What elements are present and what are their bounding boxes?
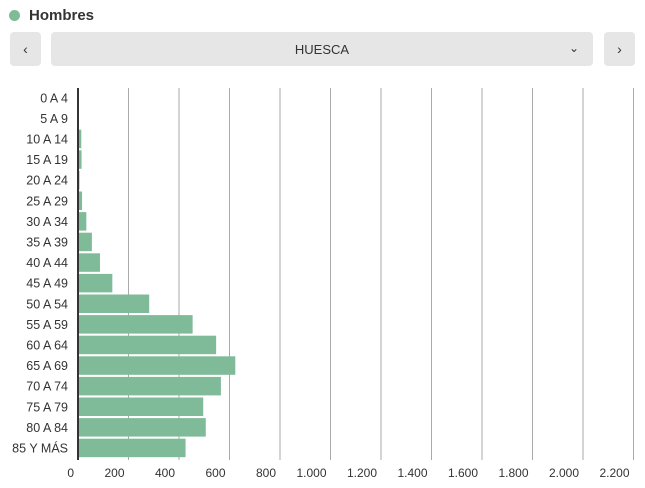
bar <box>78 273 113 293</box>
bar <box>78 150 82 169</box>
province-select[interactable]: HUESCA ⌄ <box>51 32 593 66</box>
y-category-label: 80 A 84 <box>26 421 68 435</box>
y-category-label: 85 Y MÁS <box>12 440 68 455</box>
legend-dot-icon <box>9 10 20 21</box>
x-tick-label: 1.200 <box>347 466 377 480</box>
x-tick-label: 1.000 <box>296 466 326 480</box>
x-tick-label: 400 <box>155 466 175 480</box>
chevron-left-icon: ‹ <box>23 41 28 57</box>
bar <box>78 191 83 210</box>
chevron-right-icon: › <box>617 41 622 57</box>
y-category-label: 5 A 9 <box>40 112 68 126</box>
x-tick-label: 2.200 <box>599 466 629 480</box>
bar <box>78 212 87 231</box>
bar <box>78 397 204 416</box>
y-category-label: 65 A 69 <box>26 359 68 373</box>
y-category-label: 55 A 59 <box>26 318 68 332</box>
previous-button[interactable]: ‹ <box>10 32 41 66</box>
y-category-label: 20 A 24 <box>26 174 68 188</box>
y-category-label: 70 A 74 <box>26 380 68 394</box>
bar <box>78 253 100 272</box>
y-category-label: 0 A 4 <box>40 91 68 105</box>
legend-item[interactable]: Hombres <box>9 7 94 24</box>
bar <box>78 438 186 458</box>
y-category-label: 15 A 19 <box>26 153 68 167</box>
chevron-down-icon: ⌄ <box>568 41 579 55</box>
y-category-label: 25 A 29 <box>26 194 68 208</box>
x-tick-label: 600 <box>205 466 225 480</box>
bar <box>78 335 217 355</box>
bar <box>78 294 150 313</box>
y-category-label: 50 A 54 <box>26 297 68 311</box>
y-category-label: 10 A 14 <box>26 132 68 146</box>
x-tick-label: 1.400 <box>397 466 427 480</box>
y-category-label: 30 A 34 <box>26 215 68 229</box>
bar <box>78 356 236 375</box>
x-tick-label: 0 <box>67 466 74 480</box>
bar <box>78 418 206 437</box>
selected-value: HUESCA <box>294 41 350 57</box>
bar <box>78 129 82 149</box>
legend-label: Hombres <box>29 7 95 24</box>
y-category-label: 60 A 64 <box>26 338 68 352</box>
y-category-label: 40 A 44 <box>26 256 68 270</box>
bar <box>78 232 92 252</box>
x-tick-label: 1.800 <box>498 466 528 480</box>
x-tick-label: 800 <box>256 466 276 480</box>
x-tick-label: 1.600 <box>448 466 478 480</box>
y-category-label: 45 A 49 <box>26 277 68 291</box>
y-category-label: 35 A 39 <box>26 235 68 249</box>
bar <box>78 376 221 396</box>
x-tick-label: 200 <box>104 466 124 480</box>
x-tick-label: 2.000 <box>549 466 579 480</box>
y-category-label: 75 A 79 <box>26 400 68 414</box>
bar <box>78 315 193 334</box>
next-button[interactable]: › <box>604 32 635 66</box>
